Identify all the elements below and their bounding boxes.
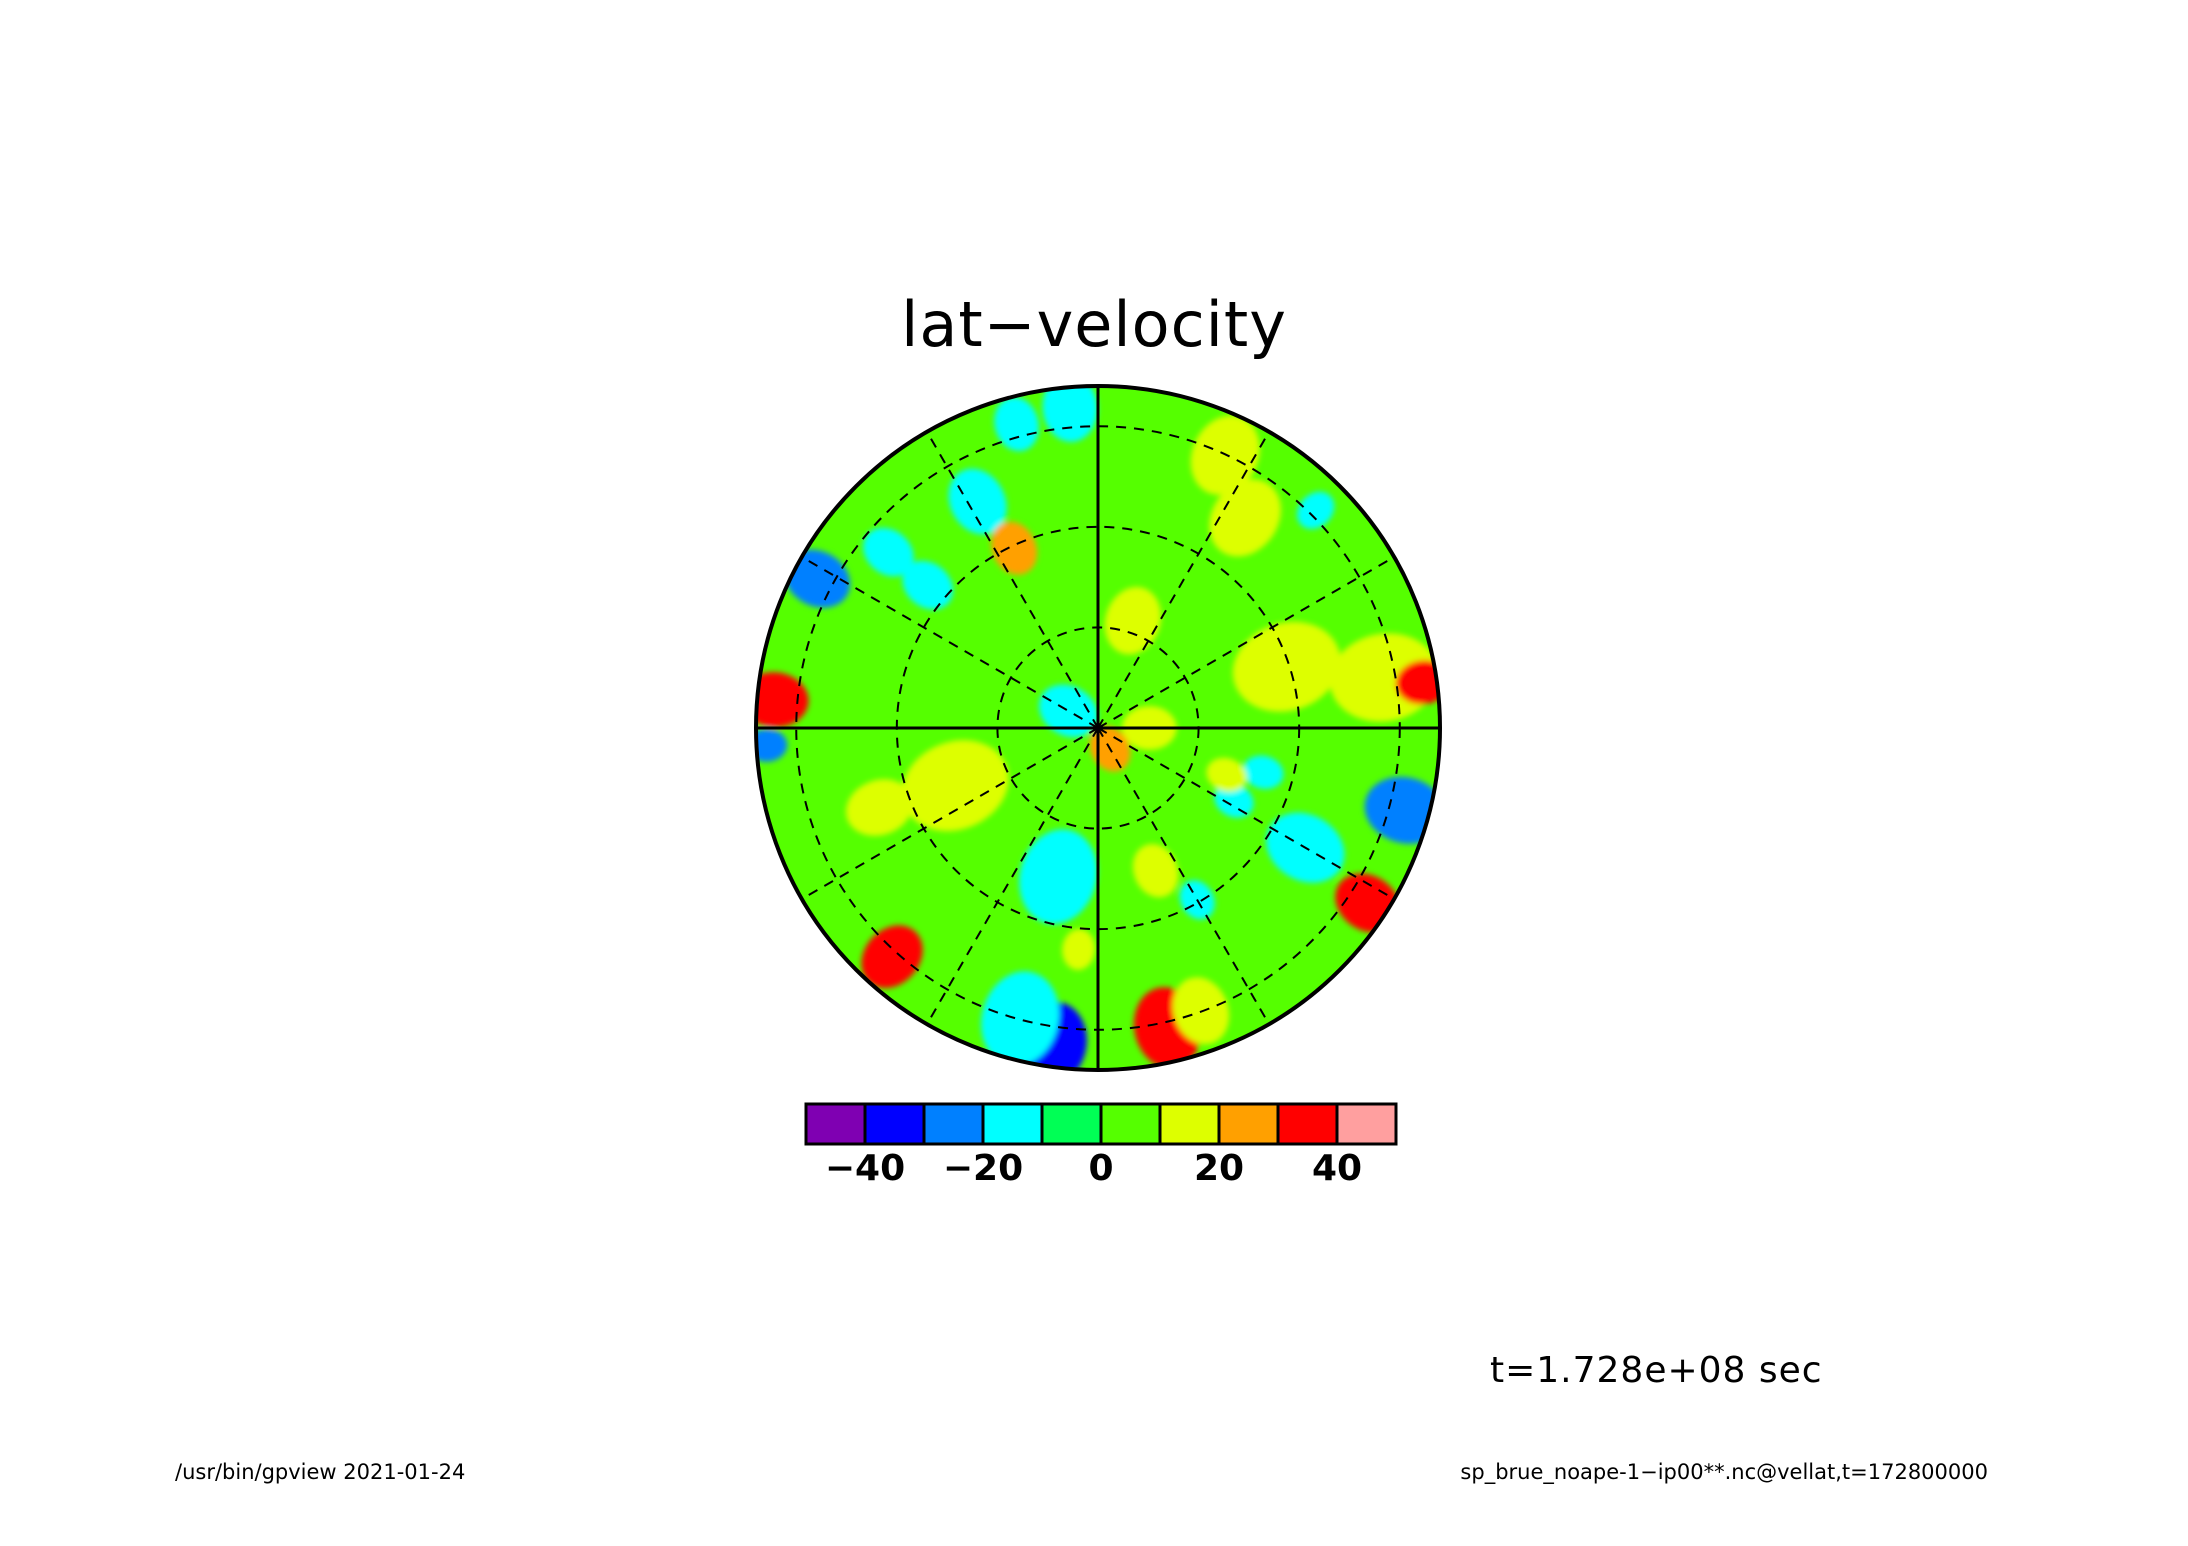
- contour-feature: [1209, 479, 1281, 557]
- contour-feature: [991, 521, 1038, 575]
- colorbar-swatch: [863, 1102, 926, 1146]
- contour-feature: [1039, 684, 1098, 738]
- meridian-line: [1097, 556, 1395, 729]
- contour-feature: [1019, 829, 1098, 924]
- meridian-line: [1097, 727, 1270, 1025]
- contour-feature: [1232, 621, 1341, 712]
- meridian-line: [926, 431, 1099, 729]
- colorbar: [804, 1102, 1398, 1146]
- colorbar-swatch: [1158, 1102, 1221, 1146]
- colorbar-tick-label: 40: [1311, 1148, 1363, 1189]
- contour-feature: [1042, 386, 1098, 442]
- contour-feature: [845, 779, 913, 836]
- contour-feature: [901, 740, 1009, 832]
- contour-feature: [1104, 587, 1161, 655]
- contour-feature: [1214, 782, 1254, 818]
- colorbar-tick-label: 20: [1193, 1148, 1245, 1189]
- map-boundary: [754, 384, 1442, 1072]
- meridian-line: [1097, 727, 1395, 900]
- meridian-line: [926, 727, 1099, 1025]
- contour-feature: [1206, 757, 1247, 792]
- contour-feature: [861, 925, 923, 989]
- time-label: t=1.728e+08 sec: [1490, 1350, 1823, 1391]
- colorbar-swatch: [922, 1102, 985, 1146]
- colorbar-swatch: [1099, 1102, 1162, 1146]
- contour-feature: [1297, 491, 1335, 529]
- colorbar-swatch: [1040, 1102, 1103, 1146]
- meridian-line: [1097, 431, 1270, 729]
- plot-title: lat−velocity: [901, 288, 1287, 361]
- contour-feature: [784, 549, 850, 608]
- colorbar-swatch: [981, 1102, 1044, 1146]
- colorbar-swatch: [1335, 1102, 1398, 1146]
- contour-feature: [1132, 844, 1179, 898]
- contour-feature: [948, 468, 1007, 535]
- colorbar-tick-label: 0: [1088, 1148, 1114, 1189]
- contour-feature: [863, 527, 914, 577]
- colorbar-swatch: [804, 1102, 867, 1146]
- colorbar-tick-label: −40: [824, 1148, 906, 1189]
- colorbar-swatch: [1217, 1102, 1280, 1146]
- meridian-line: [801, 556, 1099, 729]
- contour-feature: [981, 971, 1060, 1067]
- colorbar-swatch: [1276, 1102, 1339, 1146]
- footer-data-source: sp_brue_noape-1−ip00**.nc@vellat,t=17280…: [1460, 1460, 1988, 1484]
- footer-program-date: /usr/bin/gpview 2021-01-24: [175, 1460, 466, 1484]
- contour-feature: [1062, 928, 1096, 970]
- contour-feature: [994, 397, 1039, 452]
- contour-feature: [902, 560, 953, 610]
- contour-feature: [1242, 755, 1284, 789]
- colorbar-tick-label: −20: [942, 1148, 1024, 1189]
- meridian-line: [801, 727, 1099, 900]
